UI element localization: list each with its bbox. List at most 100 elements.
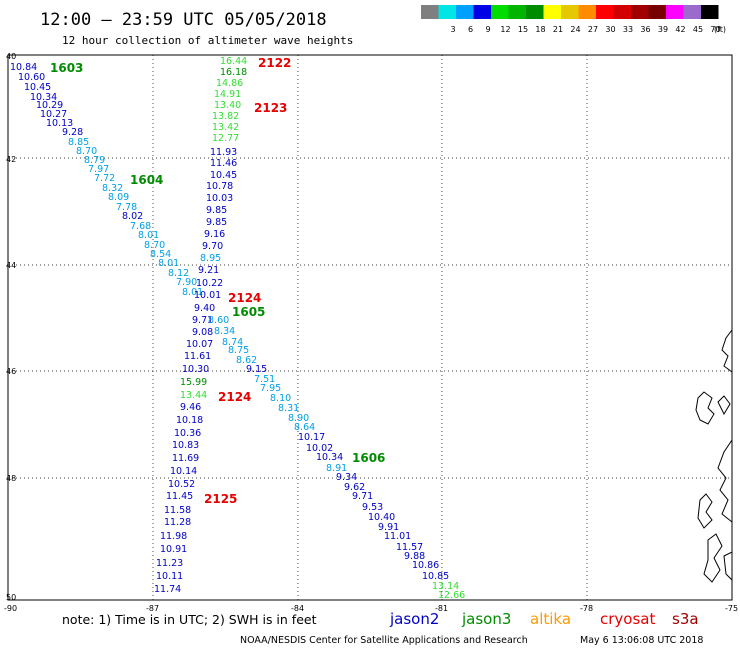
observation-value: 11.23	[156, 558, 183, 569]
observation-value: 13.82	[212, 111, 239, 122]
map-frame	[7, 54, 733, 601]
observation-value: 11.74	[154, 584, 181, 595]
observation-value: 9.71	[352, 491, 373, 502]
lat-label-48: 48	[6, 474, 16, 483]
observation-value: 13.44	[180, 390, 207, 401]
pass-number-label: 1603	[50, 61, 83, 75]
legend-swatch-label: 18	[535, 25, 545, 34]
legend-swatch	[666, 5, 684, 19]
observation-value: 8.60	[208, 315, 229, 326]
observation-value: 8.70	[76, 146, 97, 157]
map-gridlines	[8, 55, 732, 600]
lon-label-87: -87	[146, 604, 159, 613]
legend-swatch	[456, 5, 474, 19]
satellite-altika: altika	[530, 610, 571, 628]
observation-value: 8.31	[278, 403, 299, 414]
observation-value: 10.02	[306, 443, 333, 454]
observation-value: 10.83	[172, 440, 199, 451]
observation-value: 10.85	[422, 571, 449, 582]
observation-value: 7.68	[130, 221, 151, 232]
legend-swatch	[613, 5, 631, 19]
observation-value: 8.32	[102, 183, 123, 194]
observation-value: 14.91	[214, 89, 241, 100]
pass-number-label: 1606	[352, 451, 385, 465]
observation-value: 10.34	[316, 452, 343, 463]
observation-value: 10.11	[156, 571, 183, 582]
observation-value: 8.91	[326, 463, 347, 474]
observation-value: 11.69	[172, 453, 199, 464]
observation-value: 10.07	[186, 339, 213, 350]
observation-value: 16.18	[220, 67, 247, 78]
legend-swatch-label: 6	[468, 25, 473, 34]
observation-value: 9.53	[362, 502, 383, 513]
wave-height-color-legend: 3 6 9 12 15 18 21 24 27 30 33 36 39 42 45 70	[421, 5, 721, 34]
legend-swatch	[683, 5, 701, 19]
observation-value: 13.42	[212, 122, 239, 133]
observation-value: 9.85	[206, 205, 227, 216]
observation-value: 16.44	[220, 56, 247, 67]
coastline	[695, 329, 733, 583]
observation-value: 8.64	[294, 422, 315, 433]
observation-value: 12.66	[438, 590, 465, 601]
legend-swatch	[701, 5, 719, 19]
observation-value: 10.60	[18, 72, 45, 83]
legend-swatch-label: 12	[500, 25, 510, 34]
observation-value: 11.61	[184, 351, 211, 362]
observation-value: 10.22	[196, 278, 223, 289]
pass-number-label: 2124	[218, 390, 251, 404]
observation-value: 12.77	[212, 133, 239, 144]
observation-value: 8.62	[236, 355, 257, 366]
lat-label-42: 42	[6, 155, 16, 164]
lon-label-81: -81	[435, 604, 448, 613]
legend-swatch-label: 36	[640, 25, 650, 34]
pass-number-label: 2125	[204, 492, 237, 506]
observation-value: 9.85	[206, 217, 227, 228]
observation-value: 10.34	[30, 92, 57, 103]
observation-value: 8.01	[158, 258, 179, 269]
observation-value: 13.40	[214, 100, 241, 111]
legend-swatch	[561, 5, 579, 19]
satellite-jason3: jason3	[461, 610, 511, 628]
observation-value: 8.09	[108, 192, 129, 203]
credit-text: NOAA/NESDIS Center for Satellite Applica…	[240, 635, 528, 646]
observation-value: 10.03	[206, 193, 233, 204]
observation-value: 8.90	[288, 413, 309, 424]
observation-value: 10.13	[46, 118, 73, 129]
legend-swatch-label: 9	[485, 25, 490, 34]
observation-value: 11.46	[210, 158, 237, 169]
observation-value: 9.91	[378, 522, 399, 533]
observation-value: 8.34	[214, 326, 235, 337]
pass-number-label: 1604	[130, 173, 163, 187]
legend-swatch-label: 70	[710, 25, 720, 34]
pass-number-label: 2124	[228, 291, 261, 305]
legend-swatch-label: 30	[605, 25, 615, 34]
legend-swatch	[438, 5, 456, 19]
observation-value: 10.91	[160, 544, 187, 555]
observation-value: 11.28	[164, 517, 191, 528]
lat-label-50: 50	[6, 593, 16, 602]
page-subtitle: 12 hour collection of altimeter wave hei…	[62, 34, 353, 47]
observation-value: 9.21	[198, 265, 219, 276]
observation-value: 11.45	[166, 491, 193, 502]
legend-swatch-label: 39	[658, 25, 668, 34]
lat-label-46: 46	[6, 367, 16, 376]
observation-value: 8.75	[228, 345, 249, 356]
legend-swatch	[508, 5, 526, 19]
legend-swatch	[473, 5, 491, 19]
legend-swatch	[491, 5, 509, 19]
observation-values: 10.8410.6010.4510.3410.2910.2710.139.288…	[10, 56, 465, 601]
legend-swatch-label: 15	[518, 25, 528, 34]
observation-value: 9.16	[204, 229, 225, 240]
legend-swatch	[631, 5, 649, 19]
observation-value: 10.40	[368, 512, 395, 523]
legend-swatch	[421, 5, 439, 19]
units-note: note: 1) Time is in UTC; 2) SWH is in fe…	[62, 612, 317, 627]
observation-value: 8.95	[200, 253, 221, 264]
page-title: 12:00 – 23:59 UTC 05/05/2018	[40, 10, 327, 30]
observation-value: 11.58	[164, 505, 191, 516]
observation-value: 10.18	[176, 415, 203, 426]
satellite-key: jason2 jason3 altika cryosat s3a	[389, 610, 699, 628]
legend-swatch	[578, 5, 596, 19]
observation-value: 10.45	[24, 82, 51, 93]
